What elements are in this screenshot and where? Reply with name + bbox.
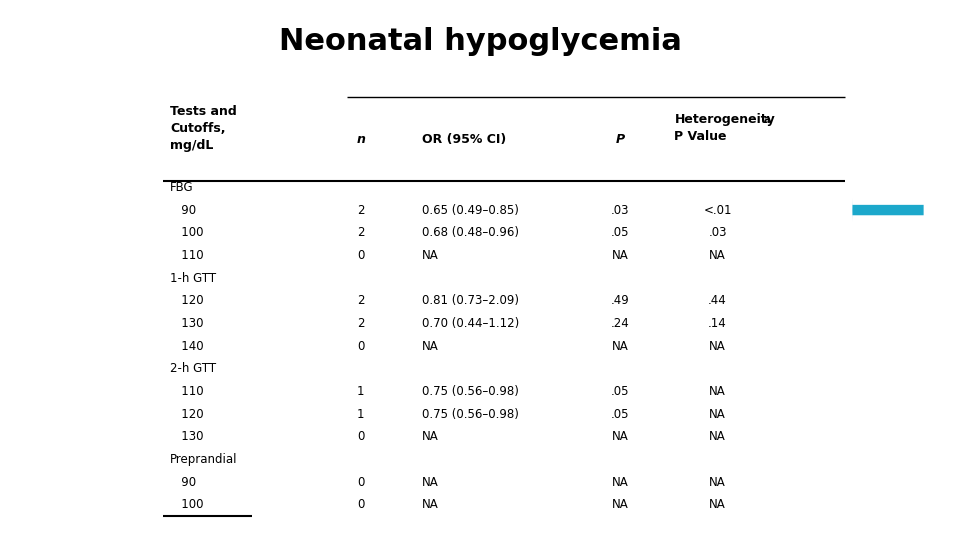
Text: 0.65 (0.49–0.85): 0.65 (0.49–0.85) [422,204,519,217]
Text: NA: NA [422,249,439,262]
Text: NA: NA [709,498,726,511]
Text: .05: .05 [611,385,629,398]
Text: 120: 120 [170,294,204,307]
Text: NA: NA [709,249,726,262]
Text: Neonatal hypoglycemia: Neonatal hypoglycemia [278,27,682,56]
Text: NA: NA [709,408,726,421]
Text: 0: 0 [357,340,365,353]
Text: 140: 140 [170,340,204,353]
Text: NA: NA [612,340,628,353]
Text: 0: 0 [357,249,365,262]
Text: 1-h GTT: 1-h GTT [170,272,216,285]
Text: 110: 110 [170,385,204,398]
Text: 0.81 (0.73–2.09): 0.81 (0.73–2.09) [422,294,519,307]
Text: .05: .05 [611,408,629,421]
Text: 2-h GTT: 2-h GTT [170,362,216,375]
Text: 0.75 (0.56–0.98): 0.75 (0.56–0.98) [422,385,519,398]
Text: FBG: FBG [170,181,194,194]
Text: 0.68 (0.48–0.96): 0.68 (0.48–0.96) [422,226,519,239]
Text: 0: 0 [357,430,365,443]
Text: NA: NA [612,476,628,489]
Text: NA: NA [709,340,726,353]
Text: 110: 110 [170,249,204,262]
Text: NA: NA [422,476,439,489]
Text: NA: NA [612,430,628,443]
Text: 130: 130 [170,430,204,443]
Text: .14: .14 [708,317,727,330]
Text: a: a [764,115,770,125]
Text: 1: 1 [357,408,365,421]
Text: .24: .24 [611,317,629,330]
Text: Preprandial: Preprandial [170,453,237,466]
Text: NA: NA [422,340,439,353]
Text: 90: 90 [170,476,196,489]
Text: 0: 0 [357,476,365,489]
Text: 2: 2 [357,226,365,239]
Text: NA: NA [612,498,628,511]
Text: 2: 2 [357,317,365,330]
Text: 1: 1 [357,385,365,398]
Text: .44: .44 [708,294,727,307]
Text: 90: 90 [170,204,196,217]
Text: Tests and
Cutoffs,
mg/dL: Tests and Cutoffs, mg/dL [170,105,237,152]
Text: 2: 2 [357,204,365,217]
Text: 0: 0 [357,498,365,511]
Text: .03: .03 [708,226,727,239]
Text: .49: .49 [611,294,629,307]
Text: 2: 2 [357,294,365,307]
Text: .05: .05 [611,226,629,239]
Text: NA: NA [422,498,439,511]
Text: NA: NA [709,430,726,443]
Text: 130: 130 [170,317,204,330]
Text: n: n [356,132,366,146]
Text: 0.70 (0.44–1.12): 0.70 (0.44–1.12) [422,317,519,330]
Text: 100: 100 [170,226,204,239]
Text: OR (95% CI): OR (95% CI) [422,132,507,146]
Text: NA: NA [612,249,628,262]
Text: Heterogeneity
P Value: Heterogeneity P Value [674,113,775,143]
Text: 100: 100 [170,498,204,511]
Text: NA: NA [422,430,439,443]
Text: NA: NA [709,385,726,398]
Text: 0.75 (0.56–0.98): 0.75 (0.56–0.98) [422,408,519,421]
Text: 120: 120 [170,408,204,421]
Text: <.01: <.01 [704,204,732,217]
Text: .03: .03 [611,204,629,217]
Text: NA: NA [709,476,726,489]
Text: P: P [615,132,624,146]
